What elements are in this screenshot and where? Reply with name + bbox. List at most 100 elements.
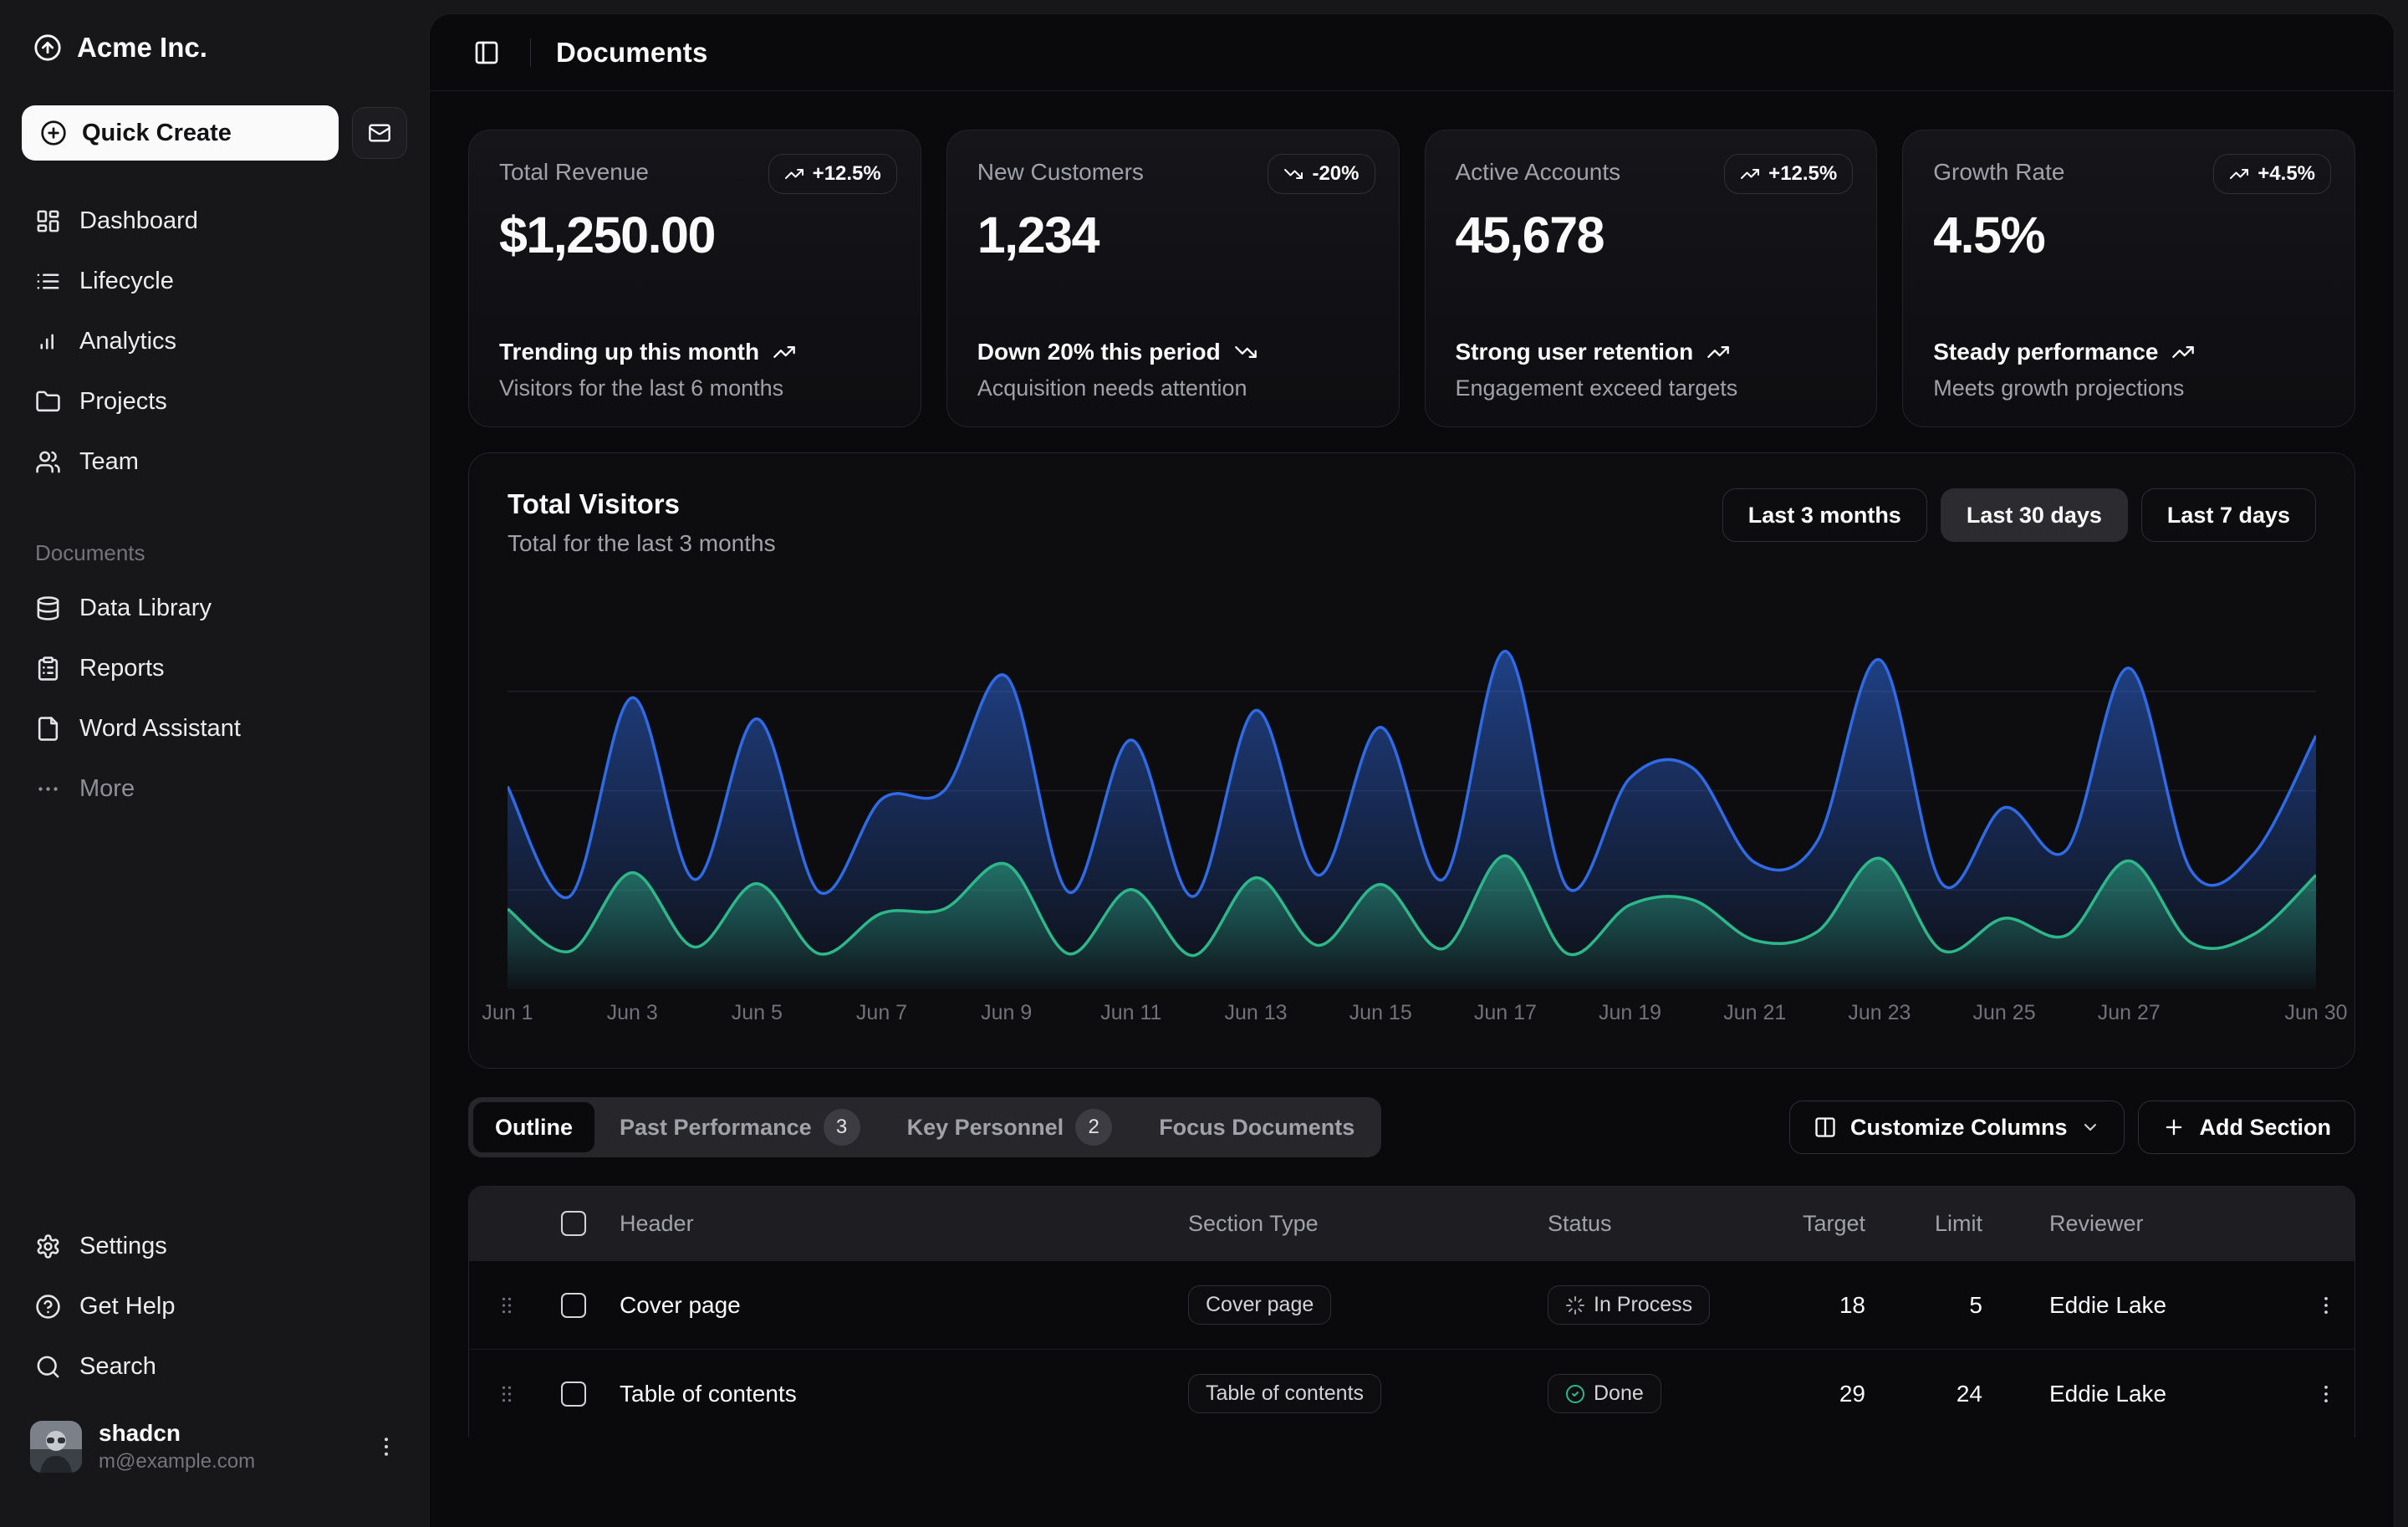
brand[interactable]: Acme Inc. xyxy=(22,22,407,74)
tab-focus-documents[interactable]: Focus Documents xyxy=(1137,1102,1376,1152)
sidebar-item-search[interactable]: Search xyxy=(22,1341,407,1392)
status-badge: In Process xyxy=(1548,1285,1710,1325)
stat-cards: Total Revenue +12.5% $1,250.00 Trending … xyxy=(430,91,2394,427)
row-menu-icon[interactable] xyxy=(2314,1294,2338,1317)
table-header-row: Header Section Type Status Target Limit … xyxy=(469,1187,2354,1260)
sections-table: Header Section Type Status Target Limit … xyxy=(468,1186,2355,1438)
sidebar-item-projects[interactable]: Projects xyxy=(22,376,407,426)
sidebar-item-reports[interactable]: Reports xyxy=(22,643,407,693)
nav-label: Dashboard xyxy=(79,207,198,235)
help-circle-icon xyxy=(35,1294,61,1320)
col-header: Header xyxy=(603,1211,1171,1237)
badge-value: +12.5% xyxy=(1768,162,1837,186)
row-checkbox[interactable] xyxy=(561,1381,586,1407)
trend-badge: +4.5% xyxy=(2213,154,2331,194)
nav-label: Get Help xyxy=(79,1293,175,1320)
page-title: Documents xyxy=(556,37,708,69)
columns-icon xyxy=(1814,1116,1837,1139)
nav-label: Reports xyxy=(79,655,165,682)
loader-icon xyxy=(1565,1295,1585,1315)
col-limit: Limit xyxy=(1907,1211,2024,1237)
x-tick-label: Jun 1 xyxy=(482,1001,533,1025)
card-trend: Strong user retention xyxy=(1456,339,1738,365)
row-reviewer[interactable]: Eddie Lake xyxy=(2024,1381,2300,1407)
user-menu[interactable]: shadcn m@example.com xyxy=(22,1413,407,1480)
row-limit[interactable]: 24 xyxy=(1907,1381,2024,1407)
header-divider xyxy=(530,38,531,67)
col-reviewer: Reviewer xyxy=(2024,1211,2300,1237)
row-checkbox[interactable] xyxy=(561,1293,586,1318)
tab-outline[interactable]: Outline xyxy=(473,1102,594,1152)
plus-icon xyxy=(2162,1116,2186,1139)
row-header: Cover page xyxy=(603,1292,1171,1319)
search-icon xyxy=(35,1354,61,1380)
section-type-text: Table of contents xyxy=(1206,1381,1364,1406)
user-name: shadcn xyxy=(99,1420,357,1447)
sidebar-item-dashboard[interactable]: Dashboard xyxy=(22,196,407,246)
customize-columns-label: Customize Columns xyxy=(1850,1115,2068,1141)
range-last-7-days[interactable]: Last 7 days xyxy=(2141,488,2316,542)
add-section-button[interactable]: Add Section xyxy=(2138,1101,2355,1154)
sidebar-item-analytics[interactable]: Analytics xyxy=(22,316,407,366)
x-tick-label: Jun 5 xyxy=(732,1001,783,1025)
drag-handle-icon[interactable] xyxy=(495,1382,518,1406)
range-last-30-days[interactable]: Last 30 days xyxy=(1941,488,2128,542)
main-header: Documents xyxy=(430,14,2394,91)
row-target[interactable]: 18 xyxy=(1798,1292,1907,1319)
sidebar-item-settings[interactable]: Settings xyxy=(22,1221,407,1271)
drag-handle-icon[interactable] xyxy=(495,1294,518,1317)
nav-label: Lifecycle xyxy=(79,268,174,295)
x-tick-label: Jun 27 xyxy=(2098,1001,2161,1025)
x-tick-label: Jun 21 xyxy=(1723,1001,1786,1025)
trend-badge: -20% xyxy=(1268,154,1375,194)
trend-text: Strong user retention xyxy=(1456,339,1694,365)
card-new-customers: New Customers -20% 1,234 Down 20% this p… xyxy=(946,130,1400,427)
sidebar-item-lifecycle[interactable]: Lifecycle xyxy=(22,256,407,306)
visitors-chart-card: Total Visitors Total for the last 3 mont… xyxy=(468,452,2355,1069)
card-growth-rate: Growth Rate +4.5% 4.5% Steady performanc… xyxy=(1902,130,2355,427)
bar-chart-icon xyxy=(35,329,61,355)
brand-name: Acme Inc. xyxy=(77,32,207,64)
card-subtext: Meets growth projections xyxy=(1933,375,2195,401)
sidebar-item-word-assistant[interactable]: Word Assistant xyxy=(22,703,407,753)
card-total-revenue: Total Revenue +12.5% $1,250.00 Trending … xyxy=(468,130,921,427)
badge-value: +4.5% xyxy=(2258,162,2315,186)
nav-label: Analytics xyxy=(79,328,176,355)
documents-nav: Data Library Reports Word Assistant More xyxy=(22,583,407,814)
trending-up-icon xyxy=(2171,340,2195,364)
list-icon xyxy=(35,268,61,294)
select-all-checkbox[interactable] xyxy=(561,1211,586,1236)
sidebar-item-get-help[interactable]: Get Help xyxy=(22,1281,407,1331)
row-limit[interactable]: 5 xyxy=(1907,1292,2024,1319)
trend-text: Down 20% this period xyxy=(977,339,1221,365)
nav-label: Word Assistant xyxy=(79,715,241,743)
table-row[interactable]: Table of contents Table of contents Done… xyxy=(469,1349,2354,1438)
inbox-button[interactable] xyxy=(352,107,407,159)
x-axis-labels: Jun 1Jun 3Jun 5Jun 7Jun 9Jun 11Jun 13Jun… xyxy=(508,1001,2316,1044)
section-type-badge: Table of contents xyxy=(1188,1374,1381,1413)
panel-left-icon xyxy=(473,39,500,66)
x-tick-label: Jun 7 xyxy=(856,1001,907,1025)
row-reviewer[interactable]: Eddie Lake xyxy=(2024,1292,2300,1319)
status-badge: Done xyxy=(1548,1374,1661,1413)
customize-columns-button[interactable]: Customize Columns xyxy=(1789,1101,2125,1154)
tab-past-performance[interactable]: Past Performance 3 xyxy=(598,1102,882,1152)
sidebar-item-team[interactable]: Team xyxy=(22,437,407,487)
row-menu-icon[interactable] xyxy=(2314,1382,2338,1406)
section-type-text: Cover page xyxy=(1206,1293,1314,1317)
row-target[interactable]: 29 xyxy=(1798,1381,1907,1407)
sidebar-item-data-library[interactable]: Data Library xyxy=(22,583,407,633)
table-row[interactable]: Cover page Cover page In Process 18 5 Ed… xyxy=(469,1260,2354,1349)
range-last-3-months[interactable]: Last 3 months xyxy=(1722,488,1927,542)
status-text: In Process xyxy=(1594,1293,1692,1317)
layout-dashboard-icon xyxy=(35,208,61,234)
more-vertical-icon[interactable] xyxy=(374,1434,399,1459)
status-text: Done xyxy=(1594,1381,1644,1406)
sidebar-item-more[interactable]: More xyxy=(22,764,407,814)
tab-key-personnel[interactable]: Key Personnel 2 xyxy=(885,1102,1135,1152)
quick-create-button[interactable]: Quick Create xyxy=(22,105,339,161)
tab-label: Key Personnel xyxy=(907,1115,1064,1141)
sidebar-toggle-button[interactable] xyxy=(468,34,505,71)
x-tick-label: Jun 3 xyxy=(607,1001,658,1025)
trending-up-icon xyxy=(1707,340,1730,364)
